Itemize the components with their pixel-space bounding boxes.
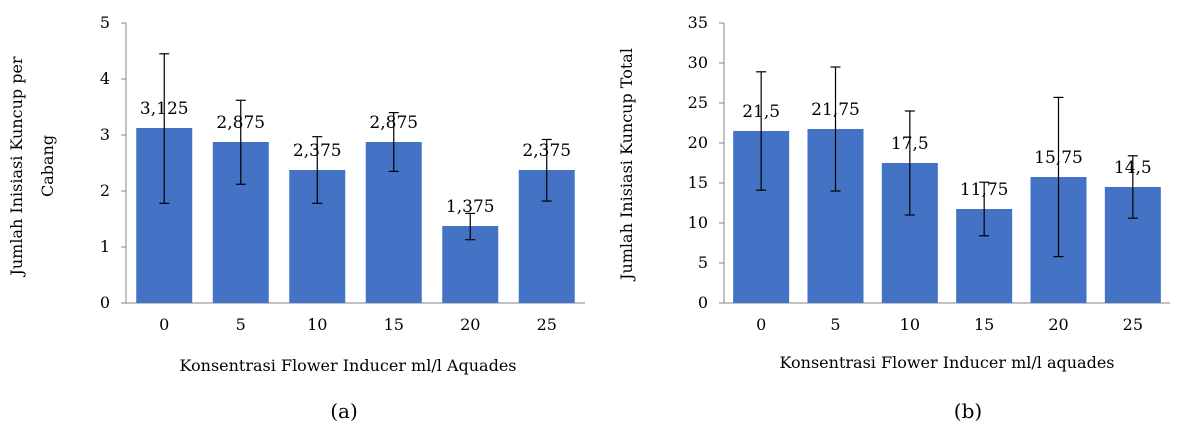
chart-b-error-bars — [756, 66, 1138, 258]
chart-a-y-tick-label: 5 — [100, 13, 110, 32]
chart-b-data-label-5: 21,75 — [811, 100, 860, 120]
chart-b-x-tick-label-5: 5 — [830, 315, 840, 334]
chart-b-panel-label: (b) — [954, 399, 982, 423]
chart-b-x-tick-label-20: 20 — [1048, 315, 1068, 334]
chart-b-error-bar-15 — [979, 181, 990, 237]
chart-a-x-tick-label-10: 10 — [307, 315, 327, 334]
chart-a-x-tick-label-20: 20 — [460, 315, 480, 334]
chart-a-x-axis-label: Konsentrasi Flower Inducer ml/l Aquades — [179, 356, 516, 375]
chart-a: 3,125 2,875 2,375 2,875 1,375 2,375 0 1 2 3 4 5 0 5… — [7, 13, 585, 423]
chart-a-y-axis-label-line-1: Jumlah Inisiasi Kuncup per — [7, 56, 26, 277]
chart-b-y-tick-label: 25 — [688, 93, 708, 112]
chart-b-y-tick-label: 0 — [698, 293, 708, 312]
chart-b-axes — [723, 23, 1170, 304]
chart-b-data-labels: 21,5 21,75 17,5 11,75 15,75 14,5 — [742, 100, 1152, 200]
chart-a-data-label-20: 1,375 — [446, 197, 495, 217]
chart-b-y-axis-label: Jumlah Inisiasi Kuncup Total — [617, 48, 636, 282]
chart-b-y-tick-label: 20 — [688, 133, 708, 152]
chart-a-y-ticks: 0 1 2 3 4 5 — [100, 13, 126, 312]
chart-a-error-bar-15 — [388, 111, 399, 172]
chart-a-x-tick-label-25: 25 — [537, 315, 557, 334]
chart-b-x-tick-label-25: 25 — [1123, 315, 1143, 334]
chart-a-y-axis-label-line-2: Cabang — [38, 135, 57, 197]
chart-a-error-bar-0 — [159, 53, 170, 204]
chart-b-y-ticks: 0 5 10 15 20 25 30 35 — [688, 13, 724, 312]
chart-a-data-label-5: 2,875 — [216, 113, 265, 133]
chart-b-data-label-20: 15,75 — [1034, 148, 1083, 168]
chart-a-x-tick-label-15: 15 — [384, 315, 404, 334]
chart-a-y-tick-label: 4 — [100, 69, 110, 88]
chart-a-data-labels: 3,125 2,875 2,375 2,875 1,375 2,375 — [140, 99, 571, 217]
chart-b-x-tick-label-0: 0 — [756, 315, 766, 334]
chart-a-y-tick-label: 0 — [100, 293, 110, 312]
chart-a-error-bar-25 — [541, 138, 552, 202]
chart-a-y-tick-label: 3 — [100, 125, 110, 144]
chart-b-error-bar-25 — [1127, 155, 1138, 219]
chart-b: 21,5 21,75 17,5 11,75 15,75 14,5 0 5 10 15 20 25 30… — [617, 13, 1170, 423]
chart-b-error-bar-20 — [1053, 96, 1064, 258]
chart-a-panel-label: (a) — [330, 399, 358, 423]
chart-b-y-tick-label: 35 — [688, 13, 708, 32]
chart-a-error-bar-5 — [235, 99, 246, 185]
chart-b-error-bar-10 — [904, 110, 915, 216]
chart-b-y-tick-label: 5 — [698, 253, 708, 272]
chart-a-data-label-25: 2,375 — [522, 141, 571, 161]
chart-b-y-tick-label: 30 — [688, 53, 708, 72]
chart-a-data-label-10: 2,375 — [293, 141, 342, 161]
chart-a-axes — [125, 23, 585, 304]
chart-a-y-tick-label: 1 — [100, 237, 110, 256]
chart-a-error-bar-20 — [465, 212, 476, 241]
chart-b-data-label-10: 17,5 — [891, 134, 929, 154]
chart-a-x-ticks: 0 5 10 15 20 25 — [159, 315, 557, 334]
chart-b-bars — [733, 129, 1161, 303]
chart-b-data-label-25: 14,5 — [1114, 158, 1152, 178]
chart-b-data-label-15: 11,75 — [960, 180, 1009, 200]
chart-a-error-bar-10 — [312, 136, 323, 204]
chart-a-bars — [136, 128, 575, 303]
chart-a-data-label-0: 3,125 — [140, 99, 189, 119]
chart-b-error-bar-0 — [756, 71, 767, 191]
chart-a-x-tick-label-0: 0 — [159, 315, 169, 334]
chart-a-data-label-15: 2,875 — [369, 113, 418, 133]
chart-b-x-axis-label: Konsentrasi Flower Inducer ml/l aquades — [780, 353, 1115, 372]
chart-b-y-tick-label: 15 — [688, 173, 708, 192]
chart-a-y-tick-label: 2 — [100, 181, 110, 200]
chart-b-x-ticks: 0 5 10 15 20 25 — [756, 315, 1143, 334]
chart-a-error-bars — [159, 53, 552, 241]
chart-b-x-tick-label-10: 10 — [900, 315, 920, 334]
chart-b-error-bar-5 — [830, 66, 841, 192]
chart-b-x-tick-label-15: 15 — [974, 315, 994, 334]
chart-b-y-tick-label: 10 — [688, 213, 708, 232]
chart-b-data-label-0: 21,5 — [742, 102, 780, 122]
chart-a-x-tick-label-5: 5 — [236, 315, 246, 334]
